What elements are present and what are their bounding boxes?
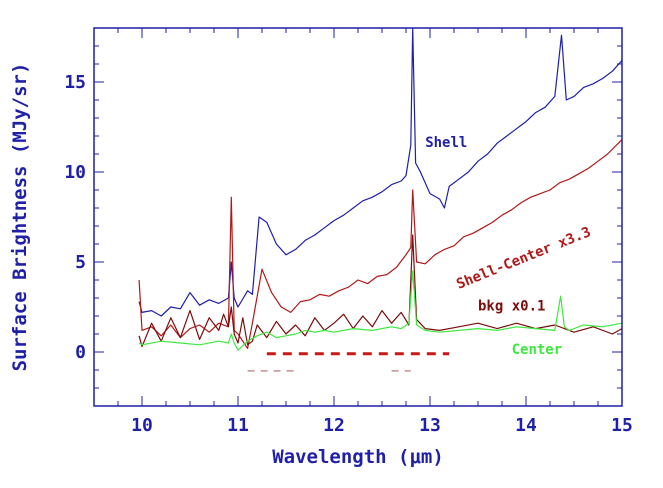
y-axis-title: Surface Brightness (MJy/sr)	[9, 63, 31, 372]
series-layer	[138, 27, 623, 372]
x-tick-label-11: 11	[227, 415, 249, 436]
x-tick-label-14: 14	[515, 415, 537, 436]
x-tick-label-13: 13	[419, 415, 441, 436]
y-tick-label-15: 15	[64, 72, 86, 93]
series-line-bkg-x0-1	[138, 234, 623, 348]
x-tick-label-15: 15	[611, 415, 633, 436]
y-tick-label-5: 5	[75, 252, 86, 273]
series-label-center: Center	[512, 342, 563, 358]
x-tick-label-10: 10	[131, 415, 153, 436]
y-tick-label-0: 0	[75, 342, 86, 363]
series-line-center	[138, 270, 623, 351]
y-tick-label-10: 10	[64, 162, 86, 183]
series-label-shell: Shell	[425, 135, 467, 151]
x-tick-label-12: 12	[323, 415, 345, 436]
tick-layer: 10 11 12 13 14 15 0 5 10 15	[64, 27, 633, 436]
x-axis-title: Wavelength (μm)	[272, 446, 444, 468]
series-label-bkg-x0-1: bkg x0.1	[478, 299, 545, 315]
series-line-shell	[138, 27, 623, 317]
